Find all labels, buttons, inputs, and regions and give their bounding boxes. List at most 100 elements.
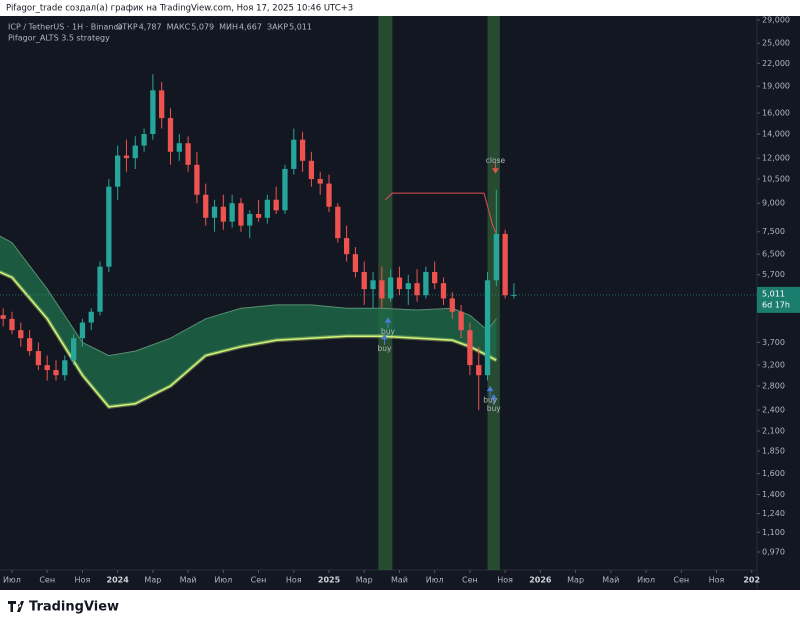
candle-body [335,206,341,239]
chart-area [0,16,800,590]
candle-body [176,143,182,152]
annotation-label: buy [487,404,502,413]
x-tick-label: 2025 [318,576,341,585]
y-tick-label: 19,000 [762,82,790,91]
candle-body [88,311,94,323]
candle-body [511,294,517,296]
ohlc-value: 4,787 [139,23,162,32]
x-tick-label: Май [602,576,619,585]
candle-body [159,90,165,119]
candle-body [343,238,350,255]
strategy-name: Pifagor_ALTS 3.5 strategy [8,34,110,43]
candle-body [79,322,86,339]
annotation-arrow [490,393,498,405]
candle-body [150,90,156,135]
y-tick-label: 2,800 [762,382,785,391]
ohlc-value: 4,667 [239,23,262,32]
candle-body [493,233,499,281]
candle-body [0,315,6,319]
x-tick-label: Май [180,576,197,585]
x-tick-label: Мар [567,576,584,585]
y-tick-label: 6,500 [762,250,785,259]
strategy-line [385,192,497,235]
candle-body [423,271,429,296]
x-tick-label: Ноя [286,576,302,585]
candle-body [26,338,33,352]
x-tick-label: Сен [462,576,478,585]
annotation-arrow [486,385,494,397]
candle-body [308,160,315,180]
x-tick-label: Ноя [497,576,513,585]
x-tick-label: Ноя [709,576,725,585]
x-tick-label: Июл [3,576,21,585]
ohlc-label: ОТКР [116,23,138,32]
ohlc-label: МАКС [167,23,191,32]
candle-body [440,283,447,299]
candle-body [106,186,112,267]
candle-body [449,298,455,312]
y-tick-label: 0,970 [762,548,785,557]
annotation-label: buy [378,344,393,353]
y-tick-label: 29,000 [762,16,790,25]
annotation-label: buy [483,396,498,405]
countdown: 6d 17h [762,300,790,309]
candle-body [502,233,508,296]
candle-body [484,280,491,376]
y-tick-label: 2,100 [762,427,785,436]
annotation-arrow [381,333,388,345]
ohlc-value: 5,079 [191,23,214,32]
y-tick-label: 1,850 [762,446,785,455]
logo [8,601,24,612]
candle-body [115,155,121,187]
candle-body [229,203,235,222]
x-tick-label: Мар [144,576,161,585]
annotation-label: buy [381,327,396,336]
y-tick-label: 10,500 [762,175,790,184]
y-tick-label: 9,000 [762,199,785,208]
candle-body [432,271,438,284]
ohlc-value: 5,011 [289,23,312,32]
symbol: ICP / TetherUS · 1H · Binance [8,23,123,32]
y-tick-label: 1,100 [762,528,785,537]
candle-body [352,254,359,272]
y-tick-label: 1,400 [762,490,785,499]
highlight-zone [487,16,500,570]
x-tick-label: 202 [743,576,760,585]
candle-body [9,318,15,331]
candle-body [141,134,147,146]
band-area [0,236,497,407]
candle-body [70,338,77,361]
candle-body [220,206,226,222]
candle-body [370,280,376,290]
candle-body [62,360,68,376]
candle-body [388,277,394,299]
candle-body [361,271,367,290]
annotation-arrow [384,317,392,329]
highlight-zone [378,16,393,570]
y-tick-label: 7,500 [762,227,785,236]
candle-body [194,164,200,195]
candle-body [299,139,306,161]
candle-body [97,266,103,312]
y-tick-label: 22,000 [762,59,790,68]
candle-body [185,143,191,165]
candle-body [396,277,403,290]
candle-body [203,194,209,218]
x-tick-label: Май [391,576,408,585]
y-tick-label: 12,000 [762,154,790,163]
x-tick-label: 2024 [107,576,130,585]
candle-body [44,365,50,371]
x-tick-label: 2026 [529,576,552,585]
y-tick-label: 3,700 [762,338,785,347]
y-tick-label: 2,400 [762,406,785,415]
candle-body [18,330,24,339]
candle-body [211,206,218,218]
y-tick-label: 1,600 [762,469,785,478]
band-lower [0,271,497,408]
annotation-arrow [492,162,499,174]
candle-body [467,330,473,366]
x-tick-label: Сен [673,576,689,585]
candle-body [405,283,411,290]
y-tick-label: 16,000 [762,109,790,118]
